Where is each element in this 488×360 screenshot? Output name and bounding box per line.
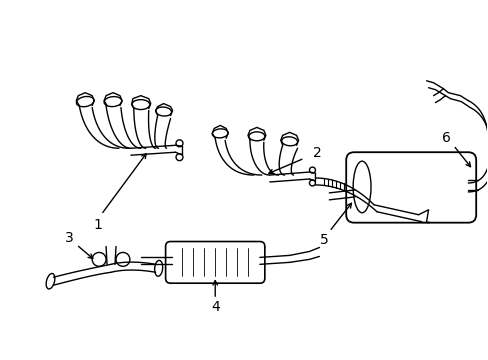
Text: 6: 6 xyxy=(441,131,450,145)
Text: 4: 4 xyxy=(210,300,219,314)
Text: 2: 2 xyxy=(312,146,321,160)
Text: 3: 3 xyxy=(65,230,74,244)
Text: 5: 5 xyxy=(319,233,328,247)
Text: 1: 1 xyxy=(94,218,102,231)
